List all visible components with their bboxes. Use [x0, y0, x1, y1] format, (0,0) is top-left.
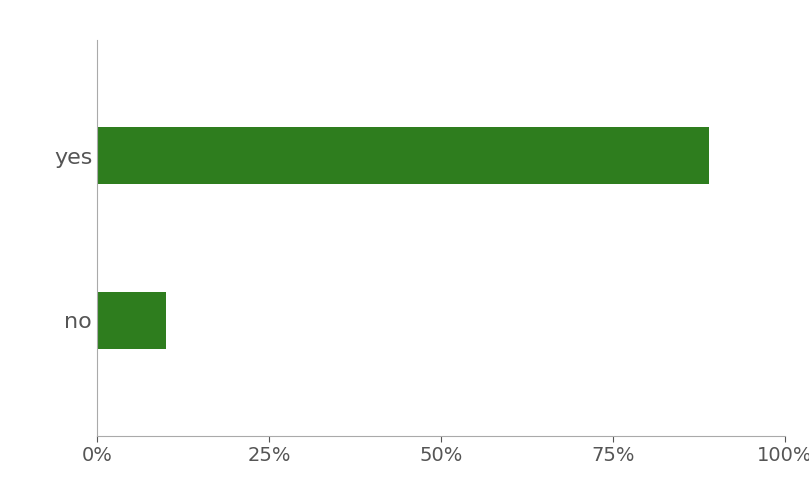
Bar	[97, 127, 709, 184]
Bar	[97, 292, 166, 349]
